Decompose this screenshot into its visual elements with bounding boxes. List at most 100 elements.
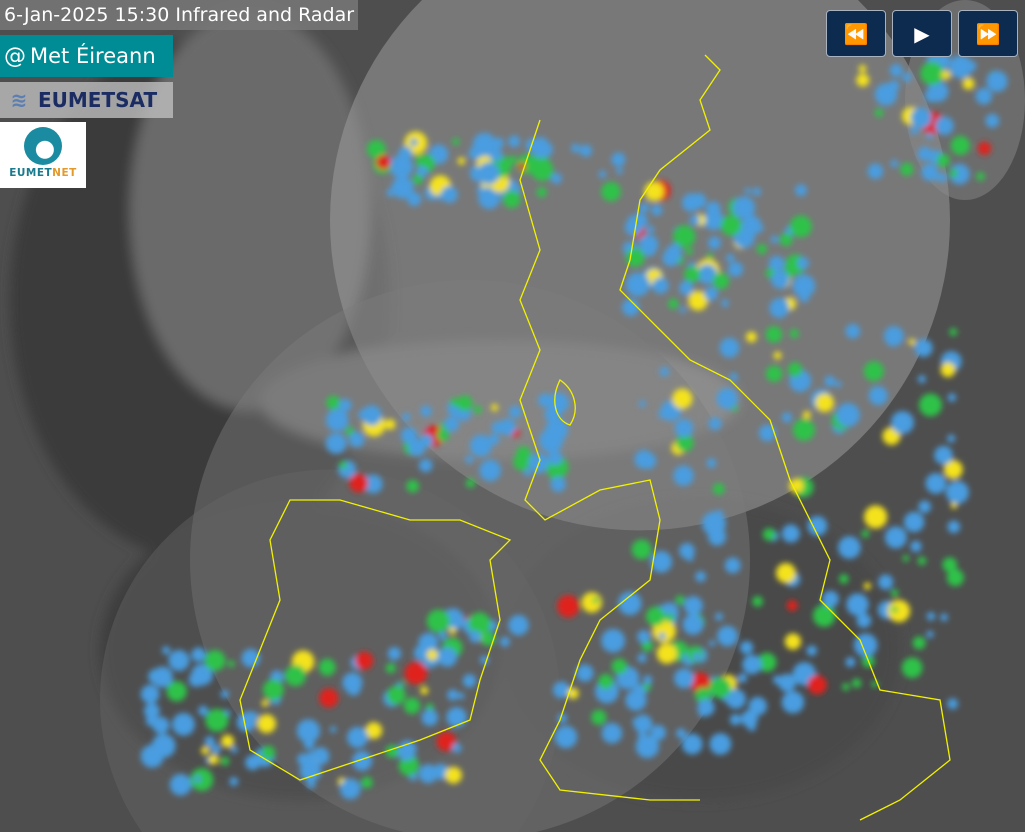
radar-echo — [775, 563, 796, 584]
radar-echo — [695, 571, 706, 582]
radar-echo — [708, 236, 721, 250]
radar-echo — [529, 153, 550, 174]
radar-echo — [668, 298, 679, 310]
radar-echo — [792, 418, 815, 441]
radar-echo — [516, 446, 531, 462]
radar-echo — [759, 424, 776, 442]
radar-echo — [645, 606, 666, 626]
radar-echo — [682, 613, 704, 635]
radar-echo — [662, 249, 680, 267]
radar-echo — [221, 734, 235, 748]
radar-echo — [172, 712, 195, 736]
radar-echo — [557, 595, 580, 618]
radar-echo — [342, 672, 363, 693]
radar-echo — [949, 168, 958, 178]
radar-echo — [842, 683, 850, 691]
eumetnet-logo: EUMETNET — [0, 122, 86, 188]
radar-echo — [839, 574, 849, 584]
radar-echo — [822, 590, 839, 608]
radar-echo — [927, 80, 949, 102]
radar-echo — [717, 625, 738, 647]
radar-echo — [706, 252, 713, 260]
radar-echo — [689, 672, 711, 693]
radar-echo — [765, 365, 783, 382]
radar-echo — [261, 745, 276, 760]
radar-echo — [799, 292, 810, 303]
radar-echo — [675, 595, 685, 605]
radar-echo — [632, 213, 648, 229]
radar-echo — [347, 726, 369, 748]
fast-forward-button[interactable]: ⏩ — [958, 10, 1018, 57]
radar-echo — [889, 63, 903, 77]
radar-echo — [643, 683, 651, 691]
radar-echo — [977, 141, 992, 156]
radar-echo — [211, 744, 221, 755]
radar-echo — [457, 395, 473, 411]
radar-echo — [473, 405, 482, 414]
radar-echo — [581, 592, 602, 613]
radar-echo — [632, 718, 640, 726]
radar-echo — [426, 649, 438, 661]
eumetnet-icon — [24, 127, 62, 165]
radar-echo — [489, 148, 503, 162]
radar-echo — [884, 526, 907, 549]
radar-echo — [861, 529, 870, 538]
radar-echo — [625, 272, 650, 297]
radar-echo — [684, 266, 701, 283]
radar-echo — [536, 187, 547, 198]
radar-echo — [671, 243, 680, 251]
radar-echo — [469, 630, 482, 643]
radar-echo — [838, 536, 861, 559]
radar-echo — [752, 187, 761, 196]
radar-echo — [616, 167, 623, 175]
fast-backward-icon: ⏪ — [843, 21, 869, 46]
radar-echo — [204, 650, 226, 671]
radar-echo — [361, 776, 373, 789]
radar-echo — [732, 196, 756, 219]
radar-echo — [166, 681, 187, 702]
radar-echo — [946, 569, 964, 587]
radar-echo — [835, 380, 842, 388]
radar-echo — [452, 138, 460, 146]
radar-echo — [729, 372, 738, 382]
radar-echo — [742, 654, 762, 675]
radar-echo — [601, 628, 625, 653]
radar-echo — [806, 645, 818, 656]
radar-echo — [499, 418, 516, 436]
radar-echo — [236, 712, 256, 732]
radar-echo — [491, 403, 499, 412]
radar-echo — [473, 436, 492, 454]
radar-echo — [611, 658, 628, 675]
radar-echo — [697, 698, 715, 717]
radar-echo — [762, 528, 776, 541]
fast-forward-icon: ⏩ — [975, 21, 1001, 46]
radar-echo — [450, 397, 460, 407]
radar-echo — [538, 393, 552, 407]
radar-echo — [508, 614, 529, 636]
spiral-icon: @ — [4, 43, 26, 69]
radar-echo — [901, 657, 923, 679]
radar-echo — [257, 714, 277, 734]
radar-echo — [815, 393, 834, 413]
radar-echo — [917, 556, 927, 566]
radar-echo — [851, 678, 862, 688]
radar-echo — [725, 688, 746, 709]
radar-echo — [426, 609, 450, 633]
radar-echo — [644, 181, 664, 202]
radar-echo — [807, 675, 827, 695]
rewind-button[interactable]: ⏪ — [826, 10, 886, 57]
radar-echo — [391, 176, 414, 199]
radar-echo — [325, 433, 347, 454]
radar-echo — [601, 722, 623, 744]
play-button[interactable]: ▶ — [892, 10, 952, 57]
radar-echo — [908, 338, 916, 346]
radar-echo — [198, 705, 209, 716]
radar-echo — [720, 215, 742, 236]
met-eireann-logo: @ Met Éireann — [0, 35, 173, 77]
radar-echo — [191, 663, 213, 686]
radar-echo — [436, 428, 450, 442]
radar-echo — [499, 636, 510, 647]
radar-echo — [437, 647, 458, 667]
radar-echo — [579, 144, 592, 157]
radar-echo — [412, 174, 423, 185]
